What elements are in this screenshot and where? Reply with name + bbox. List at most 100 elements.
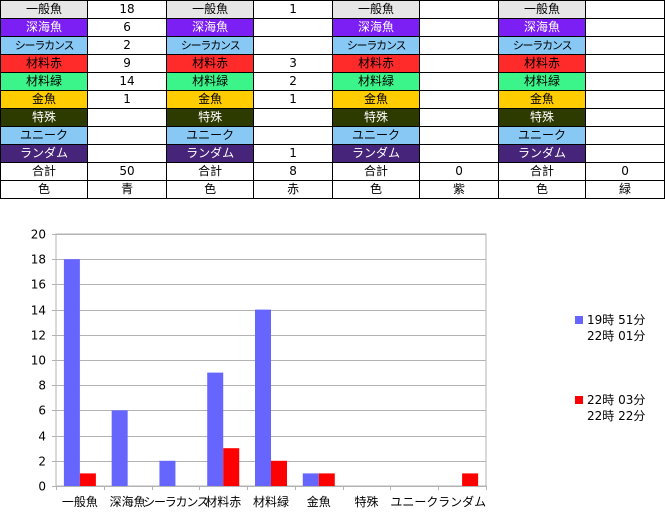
color-value-cell[interactable]: 緑 bbox=[585, 180, 665, 199]
count-cell[interactable] bbox=[87, 108, 168, 127]
count-cell[interactable]: 2 bbox=[253, 72, 333, 91]
count-cell[interactable] bbox=[419, 72, 499, 91]
count-cell[interactable] bbox=[585, 0, 665, 19]
category-cell[interactable]: ユニーク bbox=[331, 126, 421, 145]
category-cell[interactable]: 特殊 bbox=[0, 108, 89, 127]
color-label-cell[interactable]: 色 bbox=[0, 180, 89, 199]
count-cell[interactable] bbox=[253, 36, 333, 55]
count-cell[interactable] bbox=[253, 18, 333, 37]
category-cell[interactable]: 深海魚 bbox=[331, 18, 421, 37]
total-label-cell[interactable]: 合計 bbox=[0, 162, 89, 181]
bar-series-1 bbox=[63, 259, 80, 486]
x-tick-label: 深海魚 bbox=[110, 494, 146, 509]
total-value-cell[interactable]: 0 bbox=[419, 162, 499, 181]
category-cell[interactable]: シーラカンス bbox=[331, 36, 421, 55]
category-cell[interactable]: 材料緑 bbox=[0, 72, 89, 91]
count-cell[interactable] bbox=[585, 126, 665, 145]
category-cell[interactable]: ランダム bbox=[0, 144, 89, 163]
category-cell[interactable]: 一般魚 bbox=[497, 0, 587, 19]
count-cell[interactable] bbox=[87, 126, 168, 145]
count-cell[interactable] bbox=[585, 36, 665, 55]
category-cell[interactable]: 特殊 bbox=[166, 108, 255, 127]
category-cell[interactable]: 材料赤 bbox=[0, 54, 89, 73]
x-tick-label: 材料緑 bbox=[253, 494, 289, 509]
bar-series-2 bbox=[223, 448, 240, 486]
count-cell[interactable] bbox=[585, 144, 665, 163]
y-tick-label: 16 bbox=[31, 278, 46, 292]
category-cell[interactable]: ランダム bbox=[331, 144, 421, 163]
color-label-cell[interactable]: 色 bbox=[497, 180, 587, 199]
legend-label: 19時 51分 bbox=[587, 313, 645, 327]
category-cell[interactable]: ランダム bbox=[166, 144, 255, 163]
total-label-cell[interactable]: 合計 bbox=[497, 162, 587, 181]
table-row: 一般魚 18 一般魚 1 一般魚 一般魚 bbox=[0, 0, 665, 19]
category-cell[interactable]: 一般魚 bbox=[0, 0, 89, 19]
count-cell[interactable] bbox=[419, 144, 499, 163]
total-value-cell[interactable]: 50 bbox=[87, 162, 168, 181]
count-cell[interactable] bbox=[419, 18, 499, 37]
category-cell[interactable]: ランダム bbox=[497, 144, 587, 163]
count-cell[interactable] bbox=[585, 18, 665, 37]
count-cell[interactable] bbox=[87, 144, 168, 163]
category-cell[interactable]: 材料緑 bbox=[497, 72, 587, 91]
category-cell[interactable]: ユニーク bbox=[497, 126, 587, 145]
bar-series-1 bbox=[302, 473, 319, 486]
count-cell[interactable]: 3 bbox=[253, 54, 333, 73]
category-cell[interactable]: 材料赤 bbox=[497, 54, 587, 73]
total-label-cell[interactable]: 合計 bbox=[331, 162, 421, 181]
category-cell[interactable]: シーラカンス bbox=[0, 36, 89, 55]
category-cell[interactable]: 金魚 bbox=[0, 90, 89, 109]
count-cell[interactable]: 1 bbox=[87, 90, 168, 109]
count-cell[interactable] bbox=[419, 108, 499, 127]
count-cell[interactable] bbox=[585, 108, 665, 127]
category-cell[interactable]: 金魚 bbox=[166, 90, 255, 109]
count-cell[interactable]: 1 bbox=[253, 90, 333, 109]
count-cell[interactable] bbox=[253, 126, 333, 145]
count-cell[interactable] bbox=[419, 126, 499, 145]
category-cell[interactable]: 一般魚 bbox=[166, 0, 255, 19]
category-cell[interactable]: ユニーク bbox=[166, 126, 255, 145]
category-cell[interactable]: 深海魚 bbox=[166, 18, 255, 37]
count-cell[interactable]: 1 bbox=[253, 144, 333, 163]
category-cell[interactable]: 材料緑 bbox=[331, 72, 421, 91]
count-cell[interactable] bbox=[585, 72, 665, 91]
count-cell[interactable]: 6 bbox=[87, 18, 168, 37]
count-cell[interactable] bbox=[419, 54, 499, 73]
x-tick-label: 金魚 bbox=[307, 494, 331, 509]
count-cell[interactable]: 1 bbox=[253, 0, 333, 19]
count-cell[interactable] bbox=[419, 36, 499, 55]
category-cell[interactable]: 材料赤 bbox=[166, 54, 255, 73]
total-label-cell[interactable]: 合計 bbox=[166, 162, 255, 181]
count-cell[interactable] bbox=[419, 0, 499, 19]
count-cell[interactable] bbox=[585, 54, 665, 73]
total-value-cell[interactable]: 8 bbox=[253, 162, 333, 181]
count-cell[interactable] bbox=[419, 90, 499, 109]
count-cell[interactable]: 14 bbox=[87, 72, 168, 91]
color-label-cell[interactable]: 色 bbox=[331, 180, 421, 199]
legend-label: 22時 01分 bbox=[587, 329, 645, 343]
category-cell[interactable]: シーラカンス bbox=[497, 36, 587, 55]
y-tick-label: 0 bbox=[38, 480, 46, 494]
count-cell[interactable] bbox=[253, 108, 333, 127]
category-cell[interactable]: 深海魚 bbox=[497, 18, 587, 37]
category-cell[interactable]: 特殊 bbox=[331, 108, 421, 127]
category-cell[interactable]: 材料赤 bbox=[331, 54, 421, 73]
category-cell[interactable]: 金魚 bbox=[331, 90, 421, 109]
count-cell[interactable]: 18 bbox=[87, 0, 168, 19]
category-cell[interactable]: 深海魚 bbox=[0, 18, 89, 37]
category-cell[interactable]: シーラカンス bbox=[166, 36, 255, 55]
category-cell[interactable]: ユニーク bbox=[0, 126, 89, 145]
color-label-cell[interactable]: 色 bbox=[166, 180, 255, 199]
count-cell[interactable] bbox=[585, 90, 665, 109]
y-tick-label: 6 bbox=[38, 404, 46, 418]
color-value-cell[interactable]: 赤 bbox=[253, 180, 333, 199]
category-cell[interactable]: 一般魚 bbox=[331, 0, 421, 19]
count-cell[interactable]: 2 bbox=[87, 36, 168, 55]
count-cell[interactable]: 9 bbox=[87, 54, 168, 73]
total-value-cell[interactable]: 0 bbox=[585, 162, 665, 181]
x-tick-label: 特殊 bbox=[355, 494, 379, 509]
color-value-cell[interactable]: 紫 bbox=[419, 180, 499, 199]
category-cell[interactable]: 特殊 bbox=[497, 108, 587, 127]
category-cell[interactable]: 金魚 bbox=[497, 90, 587, 109]
category-cell[interactable]: 材料緑 bbox=[166, 72, 255, 91]
